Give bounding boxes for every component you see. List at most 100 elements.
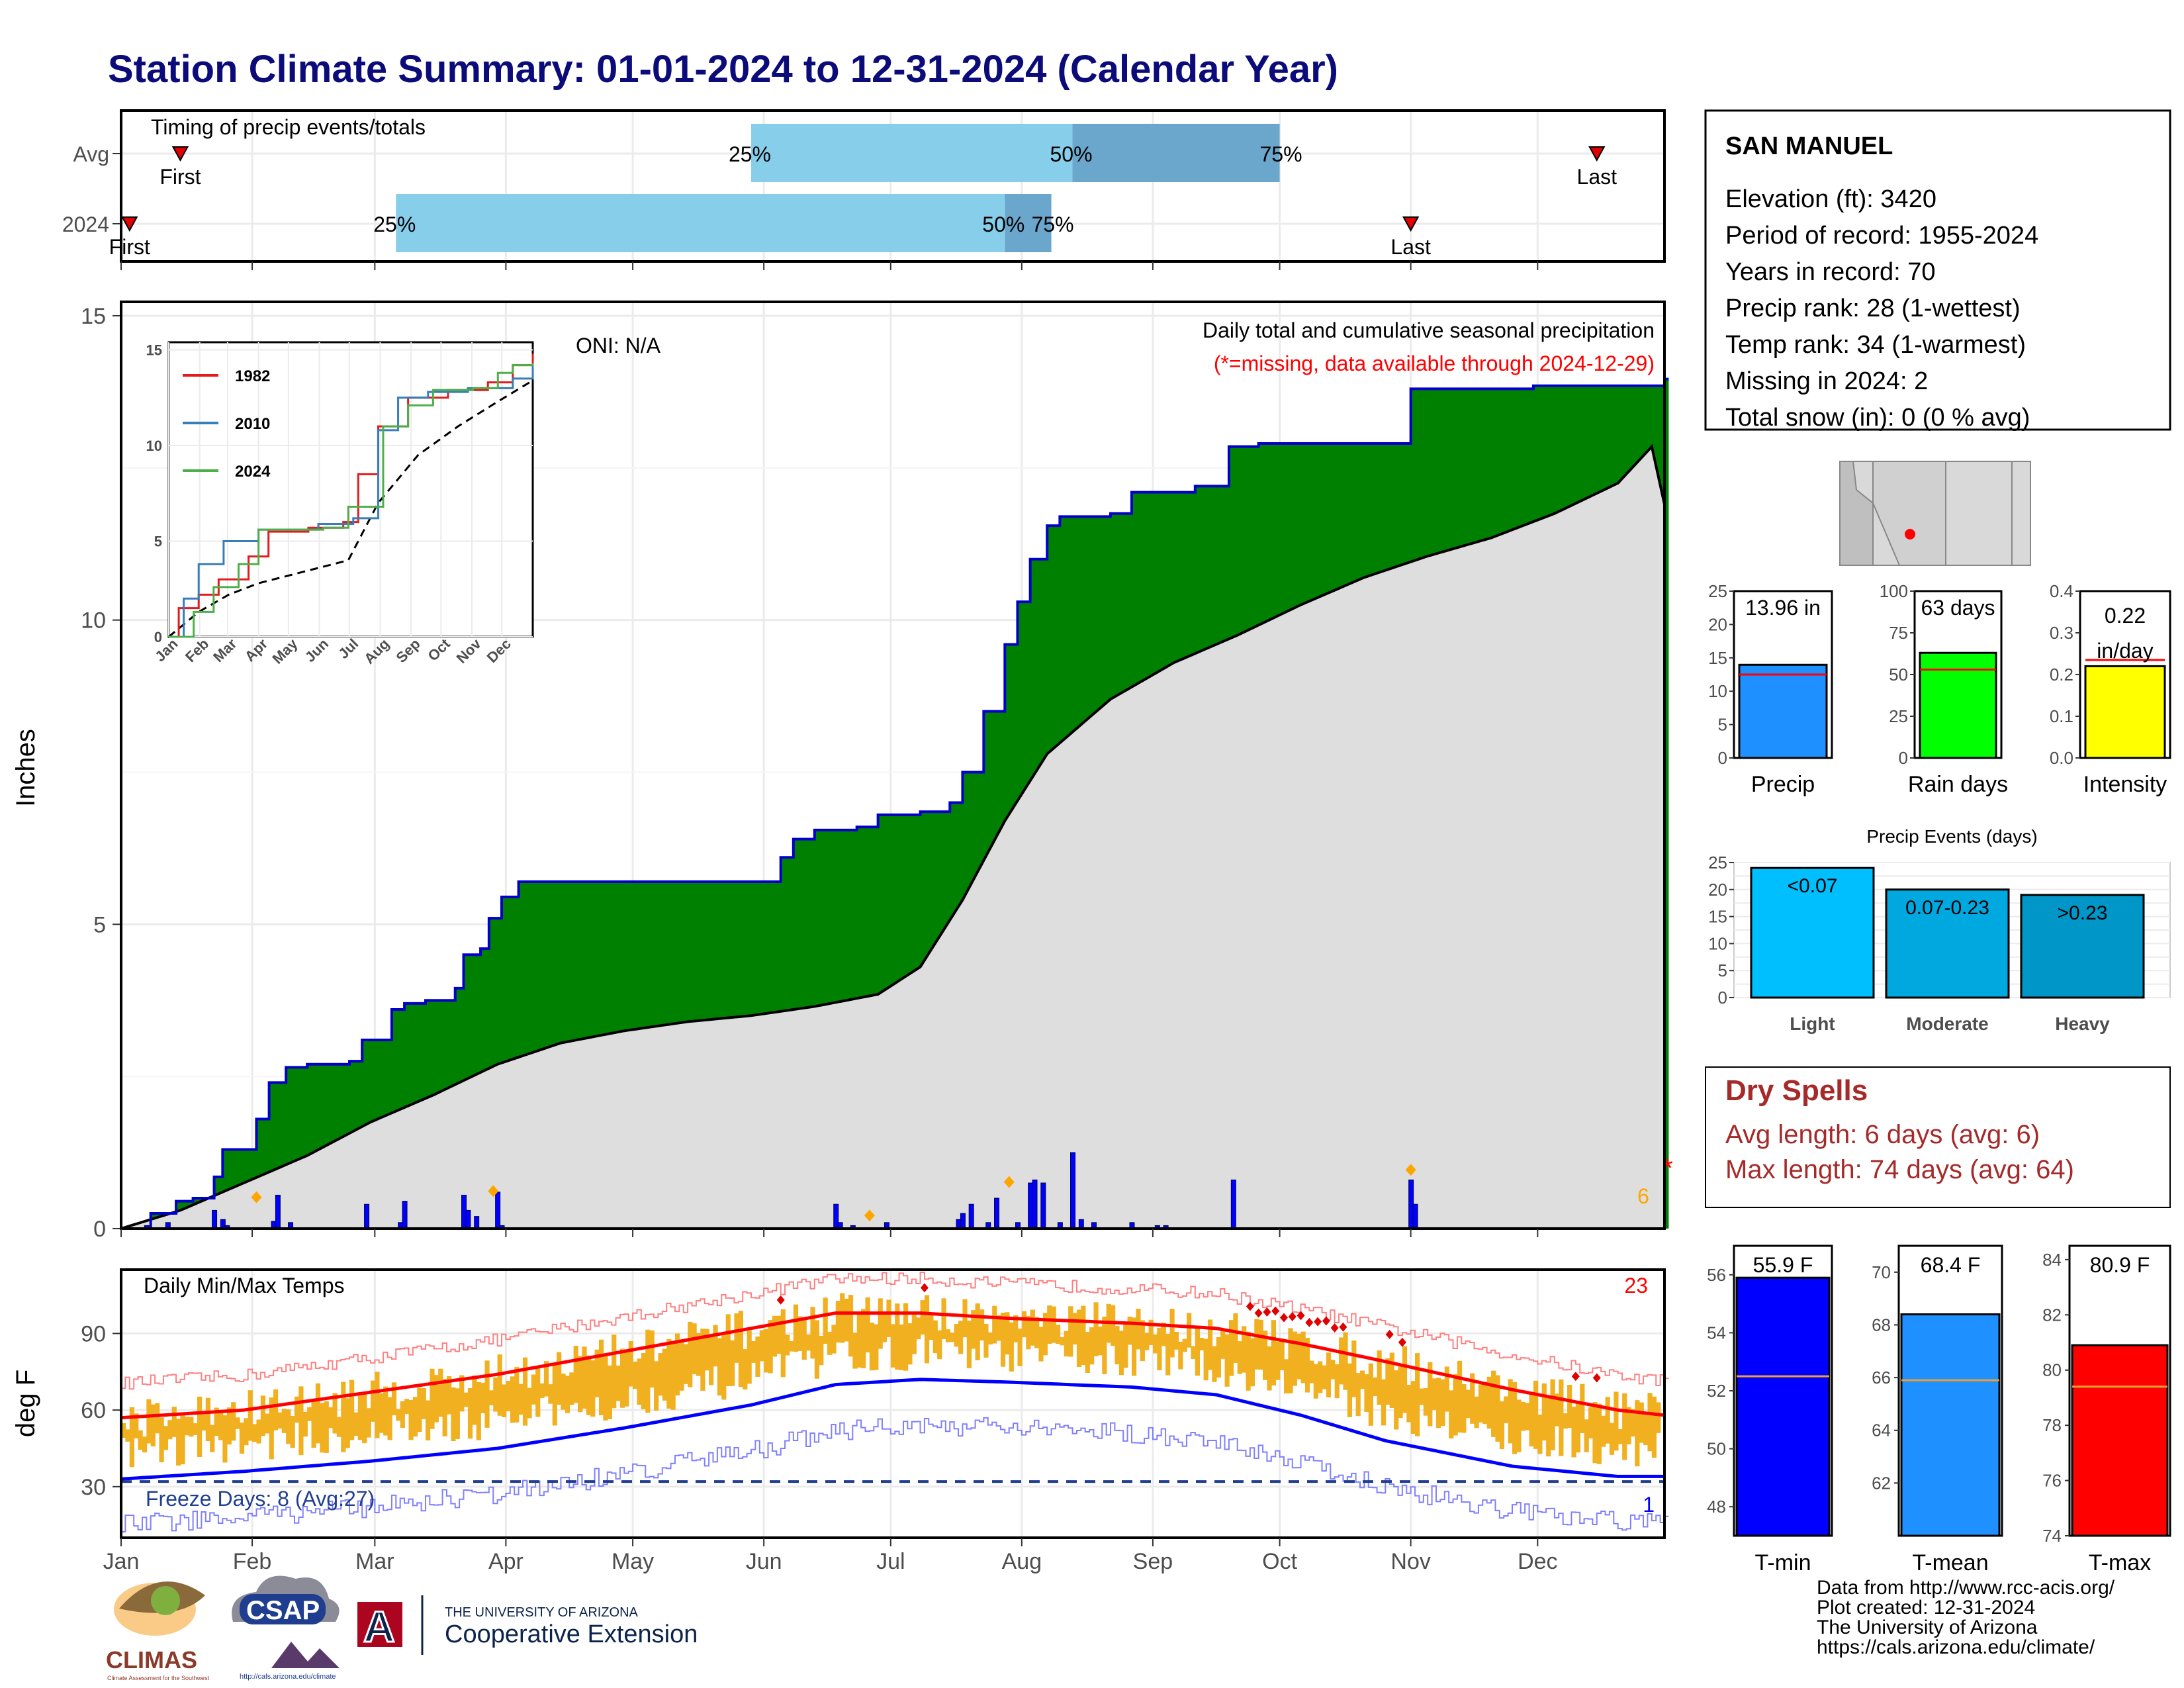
- daily-temp-range: [476, 1382, 481, 1440]
- daily-temp-range: [1486, 1376, 1492, 1429]
- daily-temp-range: [421, 1387, 426, 1419]
- logos: CLIMAS Climate Assessment for the Southw…: [106, 1575, 698, 1681]
- timing-first-marker: [171, 146, 189, 162]
- daily-temp-range: [1034, 1317, 1040, 1348]
- daily-temp-range: [484, 1360, 490, 1428]
- daily-temp-range: [451, 1387, 456, 1442]
- daily-temp-range: [1047, 1305, 1052, 1344]
- ua-cooperative-extension-logo: A THE UNIVERSITY OF ARIZONA Cooperative …: [357, 1595, 698, 1655]
- daily-temp-range: [171, 1407, 177, 1437]
- daily-temp-range: [987, 1332, 993, 1345]
- daily-temp-range: [1461, 1384, 1467, 1433]
- event-bar-value-label: >0.23: [2058, 902, 2108, 924]
- daily-temp-range: [1326, 1352, 1332, 1397]
- daily-temp-range: [1157, 1327, 1162, 1371]
- daily-temp-range: [1097, 1326, 1103, 1356]
- daily-temp-range: [1592, 1402, 1598, 1464]
- month-x-tick-label: Dec: [1518, 1549, 1557, 1574]
- daily-temp-range: [1136, 1309, 1141, 1350]
- daily-temp-range: [527, 1387, 532, 1419]
- daily-temp-range: [1651, 1396, 1657, 1458]
- daily-temp-range: [1279, 1341, 1285, 1370]
- event-bar-value-label: <0.07: [1788, 875, 1838, 897]
- daily-temp-range: [1529, 1392, 1534, 1447]
- daily-precip-bar: [212, 1209, 218, 1229]
- daily-temp-range: [298, 1386, 304, 1456]
- daily-temp-range: [231, 1402, 236, 1441]
- month-x-tick-label: Oct: [1262, 1549, 1297, 1574]
- mini-bar-value: [2084, 665, 2166, 759]
- timing-p25-label: 25%: [373, 212, 416, 236]
- daily-temp-range: [265, 1413, 270, 1434]
- daily-temp-range: [1283, 1359, 1289, 1393]
- record-high-marker: [1322, 1316, 1330, 1326]
- daily-temp-range: [565, 1376, 570, 1413]
- daily-temp-range: [1085, 1332, 1090, 1373]
- temp-bar-y-tick-label: 56: [1707, 1265, 1726, 1285]
- station-name: SAN MANUEL: [1725, 132, 1893, 160]
- daily-temp-range: [1423, 1387, 1429, 1416]
- daily-temp-range: [1127, 1316, 1132, 1345]
- daily-temp-range: [1131, 1317, 1137, 1376]
- daily-temp-range: [582, 1346, 587, 1409]
- daily-temp-range: [353, 1412, 359, 1436]
- daily-temp-range: [248, 1390, 253, 1441]
- daily-temp-range: [404, 1399, 410, 1415]
- daily-temp-range: [159, 1417, 164, 1463]
- daily-temp-range: [1093, 1302, 1099, 1356]
- precip-events-panel: Precip Events (days) 0 5 10 15 20 25 <0.07 Light…: [1708, 826, 2171, 1034]
- record-high-count: 23: [1624, 1274, 1648, 1297]
- daily-temp-range: [1575, 1401, 1581, 1453]
- daily-temp-range: [975, 1303, 980, 1360]
- ua-logo-line1: THE UNIVERSITY OF ARIZONA: [445, 1605, 639, 1620]
- daily-temp-range: [907, 1323, 913, 1365]
- daily-temp-range: [155, 1403, 160, 1434]
- station-info-line: Total snow (in): 0 (0 % avg): [1725, 404, 2030, 432]
- mini-bar-y-tick-label: 75: [1889, 623, 1908, 643]
- daily-precip-bar: [1040, 1182, 1046, 1229]
- daily-temp-range: [1191, 1346, 1196, 1359]
- credit-line-created: Plot created: 12-31-2024: [1817, 1597, 2036, 1618]
- daily-temp-range: [962, 1299, 968, 1338]
- record-high-marker: [776, 1295, 785, 1305]
- events-y-tick-label: 15: [1708, 907, 1727, 927]
- daily-temp-range: [755, 1336, 760, 1377]
- daily-temp-range: [1220, 1329, 1226, 1359]
- timing-panel-label: Timing of precip events/totals: [151, 115, 426, 139]
- mini-bar-value-unit: in/day: [2097, 639, 2153, 663]
- daily-temp-range: [619, 1348, 625, 1408]
- daily-temp-range: [848, 1295, 854, 1357]
- daily-temp-range: [1187, 1313, 1192, 1348]
- daily-temp-range: [607, 1365, 612, 1419]
- climas-logo-text: CLIMAS: [106, 1646, 197, 1673]
- record-low-count: 1: [1643, 1493, 1655, 1517]
- station-info-line: Precip rank: 28 (1-wettest): [1725, 295, 2021, 322]
- daily-temp-range: [1203, 1338, 1208, 1381]
- daily-temp-range: [336, 1417, 342, 1437]
- daily-temp-range: [1178, 1341, 1183, 1370]
- daily-temp-range: [138, 1430, 143, 1450]
- daily-temp-range: [396, 1409, 401, 1421]
- daily-temp-range: [1144, 1333, 1150, 1350]
- month-x-tick-label: Jan: [103, 1549, 140, 1574]
- daily-temp-range: [205, 1397, 210, 1442]
- daily-temp-range: [379, 1393, 384, 1433]
- timing-row-label: Avg: [73, 142, 109, 166]
- daily-temp-range: [1081, 1305, 1086, 1366]
- climas-logo: CLIMAS Climate Assessment for the Southw…: [106, 1581, 210, 1681]
- daily-temp-range: [1520, 1401, 1525, 1431]
- daily-precip-bar: [402, 1201, 408, 1229]
- temperature-summary-bars: 48 50 52 54 56 55.9 F T-min 62 64 66 68 70 68.4 F T-m…: [1707, 1244, 2171, 1575]
- inset-legend-label: 1982: [235, 367, 270, 385]
- mini-bar-y-tick-label: 0: [1899, 748, 1908, 768]
- timing-p75-label: 75%: [1260, 142, 1302, 166]
- events-y-tick-label: 25: [1708, 853, 1727, 872]
- precip-y-tick-label: 5: [93, 912, 106, 937]
- daily-temp-range: [548, 1384, 553, 1404]
- daily-temp-range: [1118, 1331, 1124, 1376]
- precip-y-axis-label: Inches: [11, 729, 40, 807]
- mini-bar-value-label: 0.22: [2105, 604, 2146, 628]
- event-bar: [1750, 867, 1875, 999]
